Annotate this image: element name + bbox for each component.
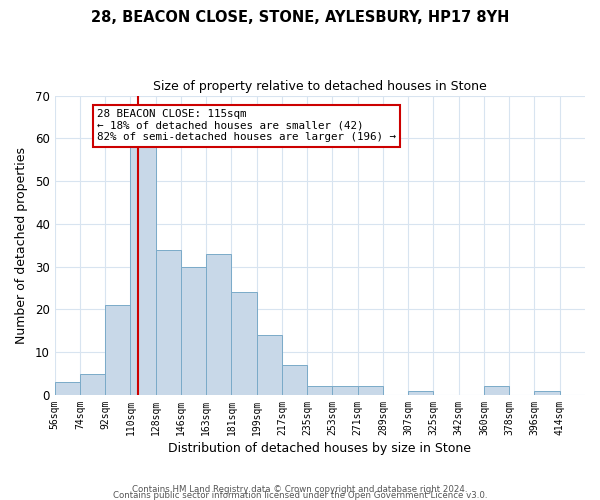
Bar bbox=[130, 142, 155, 395]
Bar bbox=[181, 266, 206, 395]
X-axis label: Distribution of detached houses by size in Stone: Distribution of detached houses by size … bbox=[169, 442, 472, 455]
Bar bbox=[232, 292, 257, 395]
Bar bbox=[484, 386, 509, 395]
Text: 28 BEACON CLOSE: 115sqm
← 18% of detached houses are smaller (42)
82% of semi-de: 28 BEACON CLOSE: 115sqm ← 18% of detache… bbox=[97, 109, 396, 142]
Text: 28, BEACON CLOSE, STONE, AYLESBURY, HP17 8YH: 28, BEACON CLOSE, STONE, AYLESBURY, HP17… bbox=[91, 10, 509, 25]
Bar bbox=[105, 305, 130, 395]
Bar bbox=[206, 254, 232, 395]
Bar bbox=[282, 365, 307, 395]
Bar bbox=[358, 386, 383, 395]
Bar bbox=[332, 386, 358, 395]
Bar bbox=[257, 335, 282, 395]
Text: Contains public sector information licensed under the Open Government Licence v3: Contains public sector information licen… bbox=[113, 490, 487, 500]
Bar bbox=[55, 382, 80, 395]
Y-axis label: Number of detached properties: Number of detached properties bbox=[15, 147, 28, 344]
Bar bbox=[535, 390, 560, 395]
Text: Contains HM Land Registry data © Crown copyright and database right 2024.: Contains HM Land Registry data © Crown c… bbox=[132, 484, 468, 494]
Bar bbox=[155, 250, 181, 395]
Bar bbox=[80, 374, 105, 395]
Bar bbox=[307, 386, 332, 395]
Title: Size of property relative to detached houses in Stone: Size of property relative to detached ho… bbox=[153, 80, 487, 93]
Bar bbox=[408, 390, 433, 395]
